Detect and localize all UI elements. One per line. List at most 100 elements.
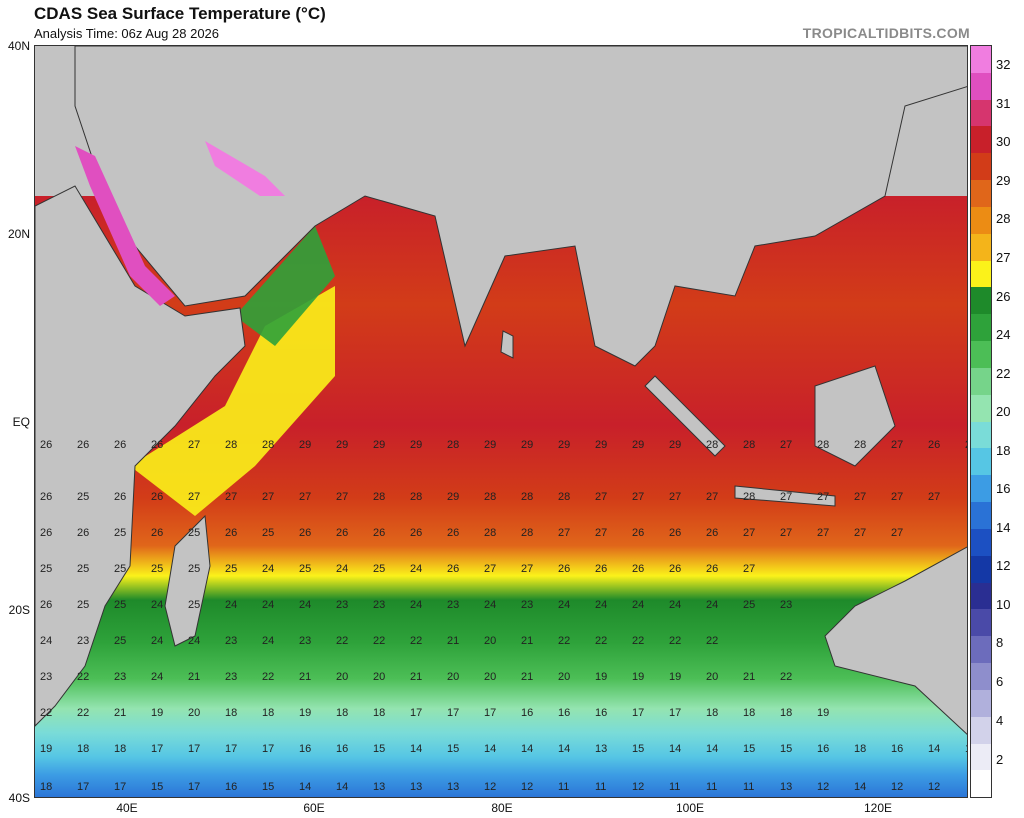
sst-value: 12 [484, 781, 496, 793]
sst-value: 26 [928, 439, 940, 451]
asia-landmass [74, 46, 967, 367]
sst-value: 24 [410, 563, 422, 575]
sst-value: 23 [521, 599, 533, 611]
sst-value: 29 [410, 439, 422, 451]
sst-value: 22 [262, 671, 274, 683]
sumatra-landmass [644, 375, 726, 457]
sst-value: 20 [336, 671, 348, 683]
sst-value: 23 [373, 599, 385, 611]
colorbar-segment [971, 475, 991, 503]
sst-value: 12 [632, 781, 644, 793]
colorbar-segment [971, 743, 991, 771]
colorbar-segment [971, 153, 991, 181]
sst-value: 24 [151, 635, 163, 647]
sst-value: 26 [40, 439, 52, 451]
sst-value: 12 [928, 781, 940, 793]
sst-value: 28 [558, 491, 570, 503]
sst-value: 25 [188, 527, 200, 539]
sst-value: 11 [595, 781, 606, 793]
sst-value: 14 [336, 781, 348, 793]
colorbar-segment [971, 233, 991, 261]
sst-value: 27 [484, 563, 496, 575]
sst-value: 21 [521, 635, 533, 647]
sst-value: 25 [40, 563, 52, 575]
sst-value: 17 [669, 707, 681, 719]
sst-value: 26 [373, 527, 385, 539]
sst-value: 29 [595, 439, 607, 451]
sst-value: 28 [484, 491, 496, 503]
sst-value: 11 [558, 781, 569, 793]
sst-value: 21 [743, 671, 755, 683]
sst-value: 18 [743, 707, 755, 719]
red-sea [75, 146, 175, 306]
sst-value: 24 [595, 599, 607, 611]
sst-value: 19 [40, 743, 52, 755]
sst-value: 14 [484, 743, 496, 755]
sst-value: 25 [77, 491, 89, 503]
java-landmass [734, 485, 836, 507]
sst-value: 25 [262, 527, 274, 539]
sst-value: 26 [669, 563, 681, 575]
sst-value: 27 [595, 491, 607, 503]
sst-value: 18 [114, 743, 126, 755]
colorbar-segment [971, 126, 991, 154]
sst-value: 24 [262, 599, 274, 611]
sst-value: 27 [336, 491, 348, 503]
sst-value: 14 [854, 781, 866, 793]
sst-value: 24 [558, 599, 570, 611]
sst-value: 27 [225, 491, 237, 503]
sst-value: 24 [151, 599, 163, 611]
sst-value: 27 [743, 563, 755, 575]
sst-value: 24 [299, 599, 311, 611]
sst-value: 16 [558, 707, 570, 719]
colorbar-tick-label: 29 [996, 173, 1011, 188]
sst-value: 24 [410, 599, 422, 611]
sst-value: 22 [780, 671, 792, 683]
persian-gulf [205, 141, 285, 196]
sst-value: 26 [336, 527, 348, 539]
sst-value: 27 [854, 491, 866, 503]
sst-value: 22 [558, 635, 570, 647]
sst-value: 21 [410, 671, 422, 683]
sst-value: 27 [558, 527, 570, 539]
sst-value: 22 [410, 635, 422, 647]
sst-value: 19 [817, 707, 829, 719]
sst-value: 23 [225, 671, 237, 683]
sst-value: 20 [706, 671, 718, 683]
sst-value: 26 [40, 599, 52, 611]
sst-value: 24 [632, 599, 644, 611]
sst-value: 19 [299, 707, 311, 719]
sst-value: 25 [151, 563, 163, 575]
sst-value: 26 [225, 527, 237, 539]
sst-value: 14 [299, 781, 311, 793]
sst-value: 21 [299, 671, 311, 683]
sst-value: 17 [188, 781, 200, 793]
sst-value: 25 [114, 527, 126, 539]
sst-value: 26 [114, 439, 126, 451]
sst-value: 16 [595, 707, 607, 719]
sst-value: 28 [706, 439, 718, 451]
sst-value: 27 [854, 527, 866, 539]
sst-value: 28 [521, 491, 533, 503]
sst-value: 25 [743, 599, 755, 611]
australia-landmass [824, 546, 967, 735]
sst-value: 23 [114, 671, 126, 683]
sst-value: 14 [558, 743, 570, 755]
sst-value: 18 [336, 707, 348, 719]
sst-value: 26 [299, 527, 311, 539]
sst-value: 26 [151, 439, 163, 451]
brand-watermark: TROPICALTIDBITS.COM [802, 25, 970, 41]
sst-value: 23 [299, 635, 311, 647]
sst-value: 25 [225, 563, 237, 575]
sst-value: 25 [299, 563, 311, 575]
sst-value: 28 [225, 439, 237, 451]
sst-value: 26 [151, 491, 163, 503]
colorbar-tick-label: 2 [996, 752, 1004, 767]
sst-value: 22 [77, 707, 89, 719]
sst-value: 20 [484, 671, 496, 683]
sst-value: 27 [632, 491, 644, 503]
sst-value: 15 [780, 743, 792, 755]
sst-value: 11 [706, 781, 717, 793]
sst-value: 17 [77, 781, 89, 793]
sst-value: 26 [706, 527, 718, 539]
